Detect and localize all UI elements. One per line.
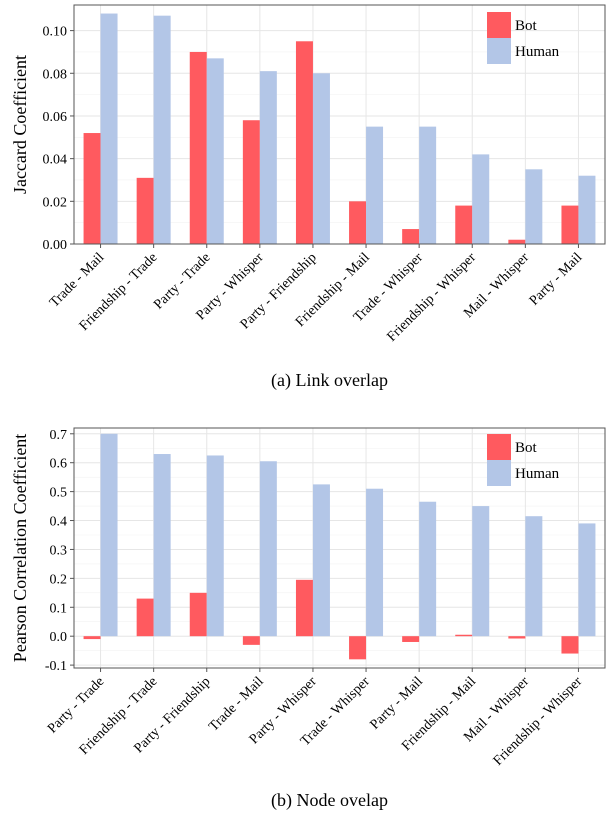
human-bar: [259, 71, 277, 244]
y-tick-label: 0.5: [50, 486, 68, 501]
human-bar: [578, 523, 596, 637]
bot-bar: [455, 634, 473, 637]
x-tick-label: Party - Mail: [368, 674, 427, 733]
bot-bar: [295, 41, 313, 244]
bot-bar: [136, 177, 154, 244]
y-tick-label: 0.10: [43, 25, 68, 40]
bot-bar: [189, 592, 207, 637]
bot-bar: [83, 133, 101, 244]
y-tick-label: 0.6: [50, 457, 68, 472]
y-tick-label: 0.02: [43, 195, 68, 210]
y-tick-label: 0.4: [50, 515, 68, 530]
legend: Bot Human: [487, 434, 560, 486]
bot-bar: [561, 205, 579, 244]
bot-bar: [455, 205, 473, 244]
x-tick-label: Friendship - Whisper: [491, 674, 586, 769]
human-bar: [153, 454, 171, 637]
plot-border: [73, 4, 606, 245]
human-bar: [472, 154, 490, 244]
human-bar: [366, 126, 384, 244]
bot-bar: [508, 239, 526, 244]
bot-bar: [402, 229, 420, 244]
y-tick-label: -0.1: [45, 659, 67, 674]
bot-bar: [136, 598, 154, 637]
legend: Bot Human: [487, 12, 560, 64]
bot-bar: [242, 120, 260, 244]
human-bar: [100, 433, 118, 637]
y-tick-label: 0.0: [50, 630, 68, 645]
bot-bar: [242, 636, 260, 645]
bot-bar: [349, 201, 367, 244]
human-bar: [153, 15, 171, 244]
bot-bar: [189, 51, 207, 245]
bot-bar: [349, 636, 367, 660]
human-bar: [525, 169, 543, 244]
chart-caption: (b) Node ovelap: [271, 790, 388, 811]
human-bar: [100, 13, 118, 244]
legend-swatch: [487, 434, 511, 460]
bot-bar: [83, 636, 101, 640]
y-tick-label: 0.3: [50, 543, 68, 558]
x-tick-label: Party - Mail: [527, 250, 586, 309]
human-bar: [206, 455, 224, 637]
y-axis-label: Pearson Correlation Coefficient: [10, 434, 30, 663]
y-tick-label: 0.7: [50, 428, 68, 443]
human-bar: [525, 516, 543, 637]
legend-label: Human: [515, 466, 560, 482]
legend-label: Bot: [515, 18, 538, 34]
human-bar: [578, 175, 596, 244]
legend-swatch: [487, 12, 511, 38]
bot-bar: [561, 636, 579, 654]
y-tick-label: 0.1: [50, 601, 68, 616]
bot-bar: [508, 636, 526, 639]
y-tick-label: 0.2: [50, 572, 68, 587]
plot-border: [73, 427, 606, 669]
y-tick-label: 0.08: [43, 67, 68, 82]
bot-bar: [402, 636, 420, 642]
human-bar: [366, 488, 384, 637]
y-tick-label: 0.06: [43, 110, 68, 125]
human-bar: [206, 58, 224, 245]
legend-label: Bot: [515, 440, 538, 456]
legend-label: Human: [515, 44, 560, 60]
bot-bar: [295, 579, 313, 637]
human-bar: [472, 506, 490, 637]
y-axis-label: Jaccard Coefficient: [10, 55, 30, 194]
human-bar: [419, 501, 437, 637]
human-bar: [312, 73, 330, 245]
y-tick-label: 0.04: [43, 153, 68, 168]
legend-swatch: [487, 38, 511, 64]
x-tick-label: Friendship - Whisper: [385, 250, 480, 345]
human-bar: [419, 126, 437, 244]
y-tick-label: 0.00: [43, 238, 68, 253]
legend-swatch: [487, 460, 511, 486]
human-bar: [312, 484, 330, 637]
human-bar: [259, 461, 277, 637]
chart-caption: (a) Link overlap: [271, 370, 388, 391]
